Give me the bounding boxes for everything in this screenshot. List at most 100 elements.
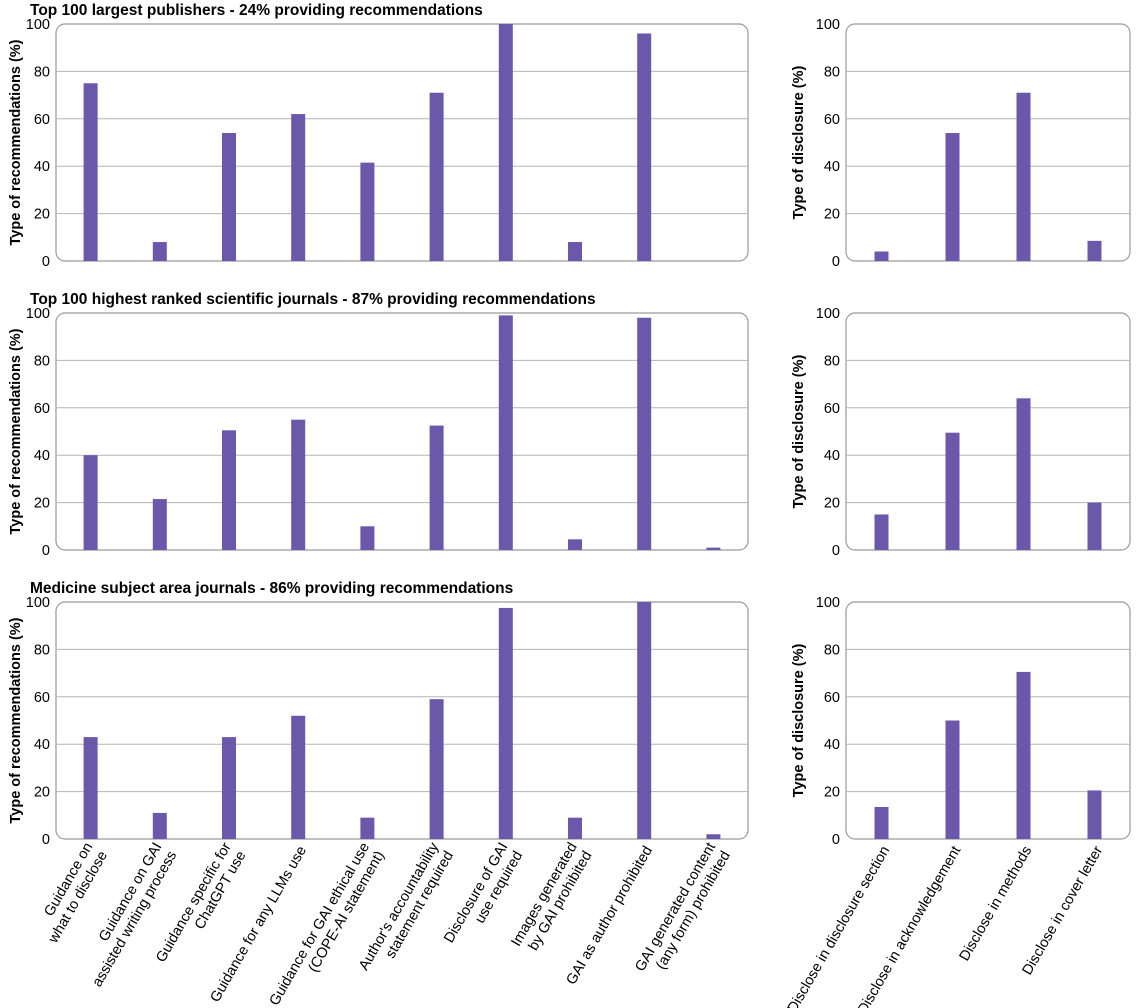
bar	[498, 24, 513, 261]
bar	[152, 812, 167, 839]
x-category-label: Disclose in methods	[957, 844, 1036, 964]
bar	[498, 607, 513, 839]
plot-frame	[55, 312, 749, 551]
y-tick-label: 0	[42, 543, 50, 559]
bar	[637, 33, 652, 262]
bar	[360, 817, 375, 839]
bar	[429, 92, 444, 261]
y-axis-label: Type of recommendations (%)	[8, 617, 24, 823]
bar	[291, 114, 306, 261]
bar	[706, 547, 721, 550]
bar	[498, 315, 513, 550]
bar	[706, 834, 721, 839]
y-axis-label: Type of recommendations (%)	[8, 328, 24, 534]
y-tick-label: 100	[816, 306, 840, 322]
plot-frame	[55, 601, 749, 840]
y-tick-label: 100	[26, 595, 50, 611]
y-tick-label: 80	[34, 353, 50, 369]
chart-panel-6: 0 20 40 60 80 100 Type of disclosure (%) Disclo…	[785, 595, 1131, 1008]
plot-frame	[55, 23, 749, 262]
bar	[429, 425, 444, 550]
bar	[1016, 398, 1031, 550]
bar	[291, 419, 306, 550]
bar	[222, 737, 236, 839]
y-tick-label: 40	[824, 159, 840, 175]
bar	[152, 499, 167, 550]
y-tick-label: 20	[824, 207, 840, 223]
y-tick-label: 0	[42, 254, 50, 270]
y-tick-label: 20	[824, 496, 840, 512]
bar	[222, 430, 236, 550]
bar	[568, 242, 582, 261]
bar	[568, 539, 582, 550]
y-tick-label: 60	[34, 690, 50, 706]
bar	[637, 317, 652, 550]
bar	[360, 162, 375, 261]
chart-title: Top 100 largest publishers - 24% providi…	[30, 2, 483, 19]
bar	[152, 242, 167, 261]
bar	[945, 720, 960, 839]
y-tick-label: 0	[832, 254, 840, 270]
y-tick-label: 0	[832, 543, 840, 559]
y-tick-label: 0	[42, 832, 50, 848]
y-tick-label: 60	[824, 401, 840, 417]
bar	[83, 83, 98, 261]
chart-title: Medicine subject area journals - 86% pro…	[30, 580, 513, 597]
y-tick-label: 40	[34, 448, 50, 464]
y-tick-label: 40	[34, 737, 50, 753]
chart-panel-4: 0 20 40 60 80 100 Type of disclosure (%)	[791, 306, 1131, 559]
y-tick-label: 100	[816, 595, 840, 611]
y-axis-label: Type of disclosure (%)	[791, 66, 807, 220]
y-tick-label: 40	[824, 448, 840, 464]
bar	[222, 133, 236, 261]
bar	[1087, 502, 1102, 550]
bar	[1016, 92, 1031, 261]
chart-panel-2: 0 20 40 60 80 100 Type of disclosure (%)	[791, 17, 1131, 270]
y-tick-label: 80	[34, 642, 50, 658]
plot-frame	[845, 601, 1131, 840]
bar	[360, 526, 375, 550]
bar	[1087, 240, 1102, 261]
bar	[568, 817, 582, 839]
y-tick-label: 20	[824, 785, 840, 801]
y-tick-label: 100	[816, 17, 840, 33]
y-tick-label: 40	[34, 159, 50, 175]
bar	[874, 807, 889, 839]
y-tick-label: 80	[34, 64, 50, 80]
y-tick-label: 80	[824, 642, 840, 658]
y-axis-label: Type of recommendations (%)	[8, 39, 24, 245]
chart-title: Top 100 highest ranked scientific journa…	[30, 291, 596, 308]
bar	[429, 699, 444, 839]
y-tick-label: 80	[824, 353, 840, 369]
bar	[945, 432, 960, 550]
bar	[83, 455, 98, 550]
y-tick-label: 100	[26, 17, 50, 33]
bar	[874, 251, 889, 261]
y-tick-label: 20	[34, 785, 50, 801]
plot-frame	[845, 312, 1131, 551]
y-tick-label: 60	[824, 112, 840, 128]
bar	[291, 715, 306, 839]
bar	[874, 514, 889, 550]
y-tick-label: 20	[34, 207, 50, 223]
y-tick-label: 40	[824, 737, 840, 753]
y-tick-label: 100	[26, 306, 50, 322]
y-axis-label: Type of disclosure (%)	[791, 644, 807, 798]
y-tick-label: 60	[34, 401, 50, 417]
y-axis-label: Type of disclosure (%)	[791, 355, 807, 509]
bar	[83, 737, 98, 839]
y-tick-label: 20	[34, 496, 50, 512]
bar	[1016, 671, 1031, 839]
bar	[1087, 790, 1102, 839]
y-tick-label: 60	[34, 112, 50, 128]
y-tick-label: 80	[824, 64, 840, 80]
y-tick-label: 60	[824, 690, 840, 706]
x-category-label: Disclose in cover letter	[1020, 843, 1107, 977]
y-tick-label: 0	[832, 832, 840, 848]
plot-frame	[845, 23, 1131, 262]
bar	[945, 133, 960, 261]
